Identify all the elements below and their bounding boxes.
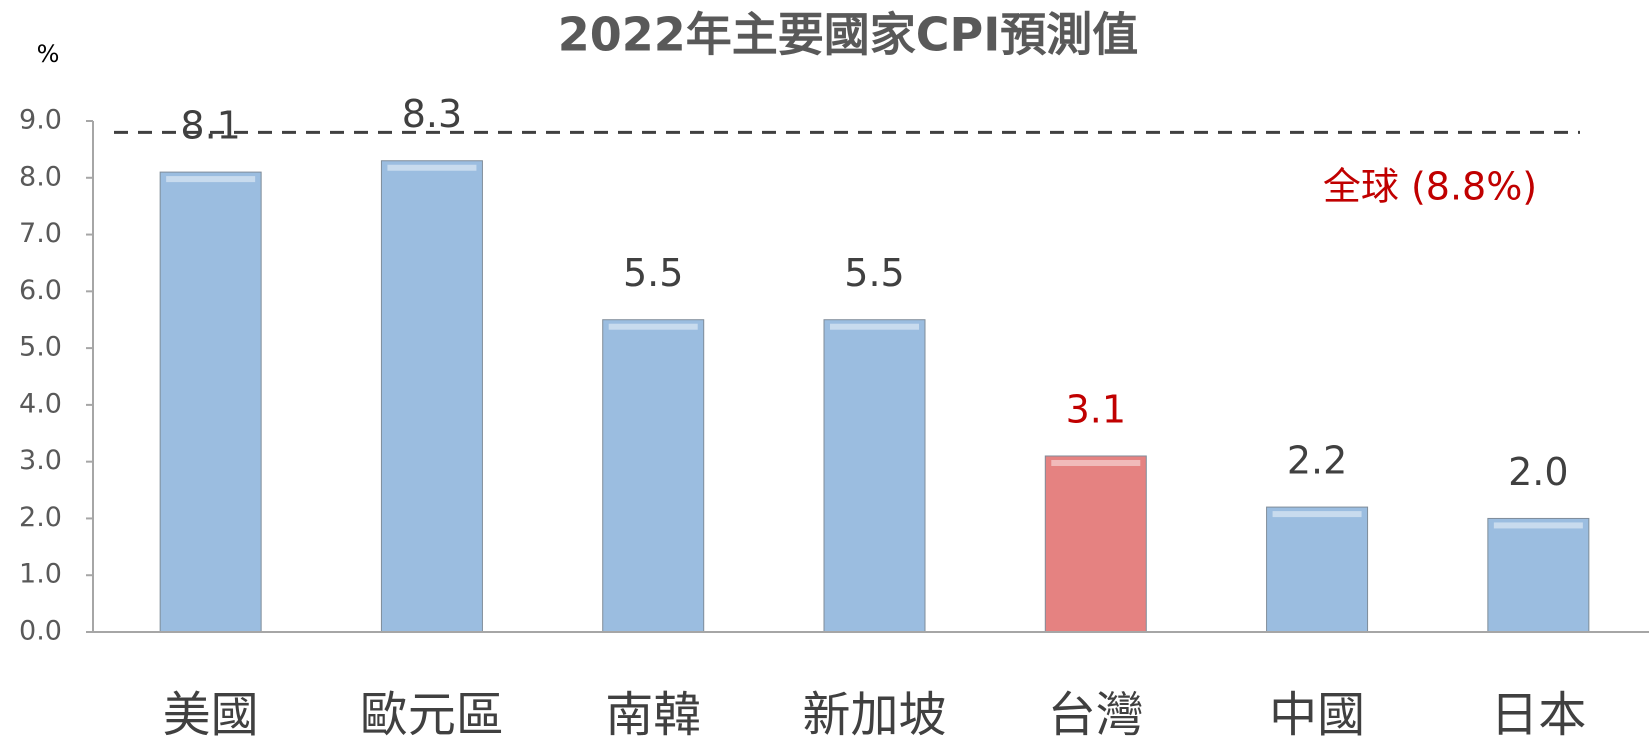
data-label: 5.5 [623,251,683,295]
y-axis-unit: % [37,40,60,68]
data-label: 5.5 [844,251,904,295]
x-tick-label: 歐元區 [360,687,504,743]
bar [380,160,483,633]
bar-highlight [1272,511,1362,518]
x-tick-label: 中國 [1269,687,1365,743]
y-tick-label: 7.0 [19,218,62,249]
bar [1266,506,1369,633]
bar-highlight [387,164,477,171]
bar [602,319,705,633]
y-tick-label: 3.0 [19,445,62,476]
y-tick-label: 5.0 [19,332,62,363]
bar-highlight [608,323,698,330]
y-tick-label: 2.0 [19,502,62,533]
y-tick-label: 9.0 [19,105,62,136]
bar [1487,517,1590,633]
bar [1044,455,1147,633]
data-label: 2.0 [1508,450,1568,494]
x-tick-label: 台灣 [1048,687,1144,743]
data-label: 2.2 [1287,439,1347,483]
x-tick-label: 新加坡 [802,687,946,743]
bar-highlight [830,323,919,330]
bar-highlight [166,176,256,183]
bar [159,171,262,633]
chart-title: 2022年主要國家CPI預測值 [558,8,1139,62]
y-tick-label: 0.0 [19,616,62,647]
data-label: 3.1 [1066,387,1126,431]
y-tick-label: 1.0 [19,559,62,590]
y-tick-label: 6.0 [19,275,62,306]
x-tick-label: 美國 [163,687,259,743]
bar [823,319,926,633]
y-tick-label: 8.0 [19,161,62,192]
data-label: 8.3 [402,92,462,136]
bar-highlight [1051,459,1141,466]
bar-highlight [1493,522,1583,529]
x-tick-label: 南韓 [605,687,701,743]
y-tick-label: 4.0 [19,388,62,419]
reference-label: 全球 (8.8%) [1323,165,1537,209]
x-tick-label: 日本 [1490,687,1586,743]
data-label: 8.1 [180,104,240,148]
